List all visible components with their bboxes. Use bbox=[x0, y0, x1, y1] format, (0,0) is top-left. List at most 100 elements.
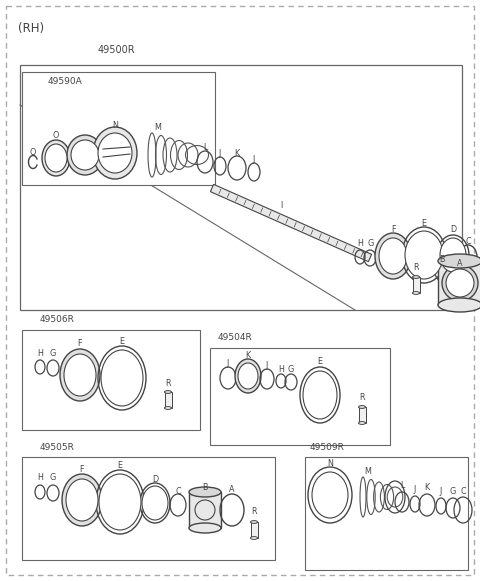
Ellipse shape bbox=[405, 231, 443, 279]
Text: J: J bbox=[253, 156, 255, 164]
Polygon shape bbox=[305, 457, 468, 570]
Text: B: B bbox=[439, 254, 445, 264]
Text: R: R bbox=[359, 393, 365, 403]
Text: C: C bbox=[460, 486, 466, 496]
Ellipse shape bbox=[165, 390, 171, 393]
Ellipse shape bbox=[189, 523, 221, 533]
Ellipse shape bbox=[440, 238, 466, 272]
Text: K: K bbox=[234, 149, 240, 157]
Bar bbox=[412, 277, 420, 293]
Text: E: E bbox=[317, 357, 323, 367]
Ellipse shape bbox=[42, 140, 70, 176]
Ellipse shape bbox=[251, 521, 257, 523]
Ellipse shape bbox=[189, 487, 221, 497]
Ellipse shape bbox=[98, 133, 132, 173]
Text: G: G bbox=[288, 364, 294, 374]
Ellipse shape bbox=[60, 349, 100, 401]
Text: J: J bbox=[414, 486, 416, 494]
Text: G: G bbox=[450, 487, 456, 497]
Text: G: G bbox=[50, 472, 56, 482]
Text: F: F bbox=[80, 464, 84, 474]
Text: R: R bbox=[251, 507, 257, 517]
Ellipse shape bbox=[438, 298, 480, 312]
Text: H: H bbox=[357, 238, 363, 248]
Ellipse shape bbox=[142, 486, 168, 520]
Polygon shape bbox=[22, 72, 215, 185]
Text: D: D bbox=[152, 475, 158, 483]
Ellipse shape bbox=[375, 233, 411, 279]
Text: 49500R: 49500R bbox=[98, 45, 136, 55]
Text: J: J bbox=[266, 360, 268, 370]
Text: Q: Q bbox=[30, 148, 36, 156]
Ellipse shape bbox=[359, 406, 365, 408]
Text: 49509R: 49509R bbox=[310, 443, 345, 451]
Bar bbox=[359, 407, 365, 423]
Ellipse shape bbox=[438, 254, 480, 268]
Polygon shape bbox=[22, 457, 275, 560]
Ellipse shape bbox=[62, 474, 102, 526]
Text: O: O bbox=[53, 131, 59, 141]
Text: M: M bbox=[155, 123, 161, 131]
Ellipse shape bbox=[71, 140, 99, 170]
Text: L: L bbox=[203, 144, 207, 152]
Text: G: G bbox=[50, 349, 56, 357]
Polygon shape bbox=[20, 65, 462, 310]
Ellipse shape bbox=[442, 265, 478, 301]
Text: 49505R: 49505R bbox=[40, 443, 75, 451]
Ellipse shape bbox=[99, 474, 141, 530]
Polygon shape bbox=[22, 330, 200, 430]
Text: J: J bbox=[227, 358, 229, 368]
Ellipse shape bbox=[359, 422, 365, 424]
Ellipse shape bbox=[303, 371, 337, 419]
Text: R: R bbox=[165, 378, 171, 388]
Text: B: B bbox=[202, 483, 208, 493]
Text: C: C bbox=[175, 486, 181, 496]
Ellipse shape bbox=[45, 144, 67, 172]
Ellipse shape bbox=[101, 350, 143, 406]
Text: N: N bbox=[112, 120, 118, 130]
Text: D: D bbox=[450, 225, 456, 235]
Text: 49506R: 49506R bbox=[40, 315, 75, 325]
Text: G: G bbox=[368, 238, 374, 248]
Polygon shape bbox=[210, 184, 372, 261]
Ellipse shape bbox=[235, 359, 261, 393]
Text: L: L bbox=[400, 482, 404, 490]
Text: M: M bbox=[365, 467, 372, 475]
Text: H: H bbox=[278, 365, 284, 375]
Ellipse shape bbox=[66, 479, 98, 521]
Ellipse shape bbox=[379, 238, 407, 274]
Text: C: C bbox=[465, 238, 471, 246]
Text: J: J bbox=[219, 149, 221, 159]
Text: K: K bbox=[424, 483, 430, 493]
Text: 49504R: 49504R bbox=[218, 333, 253, 343]
Ellipse shape bbox=[67, 135, 103, 175]
Text: K: K bbox=[245, 352, 251, 360]
Bar bbox=[165, 392, 171, 408]
Text: R: R bbox=[413, 264, 419, 272]
Text: N: N bbox=[327, 458, 333, 468]
Text: H: H bbox=[37, 349, 43, 357]
Text: H: H bbox=[37, 472, 43, 482]
Ellipse shape bbox=[238, 363, 258, 389]
Polygon shape bbox=[210, 348, 390, 445]
Bar bbox=[438, 261, 480, 305]
Ellipse shape bbox=[412, 292, 420, 295]
Bar bbox=[189, 492, 221, 528]
Text: F: F bbox=[391, 224, 395, 234]
Text: J: J bbox=[440, 487, 442, 497]
Ellipse shape bbox=[93, 127, 137, 179]
Text: E: E bbox=[118, 461, 122, 469]
Ellipse shape bbox=[446, 269, 474, 297]
Ellipse shape bbox=[165, 407, 171, 410]
Ellipse shape bbox=[312, 472, 348, 518]
Text: 49590A: 49590A bbox=[48, 77, 83, 87]
Text: A: A bbox=[457, 259, 463, 267]
Text: E: E bbox=[421, 218, 427, 228]
Ellipse shape bbox=[412, 275, 420, 278]
Ellipse shape bbox=[251, 537, 257, 539]
Text: I: I bbox=[280, 200, 282, 210]
Bar bbox=[251, 522, 257, 538]
Text: A: A bbox=[229, 486, 235, 494]
Text: (RH): (RH) bbox=[18, 22, 44, 35]
Ellipse shape bbox=[64, 354, 96, 396]
